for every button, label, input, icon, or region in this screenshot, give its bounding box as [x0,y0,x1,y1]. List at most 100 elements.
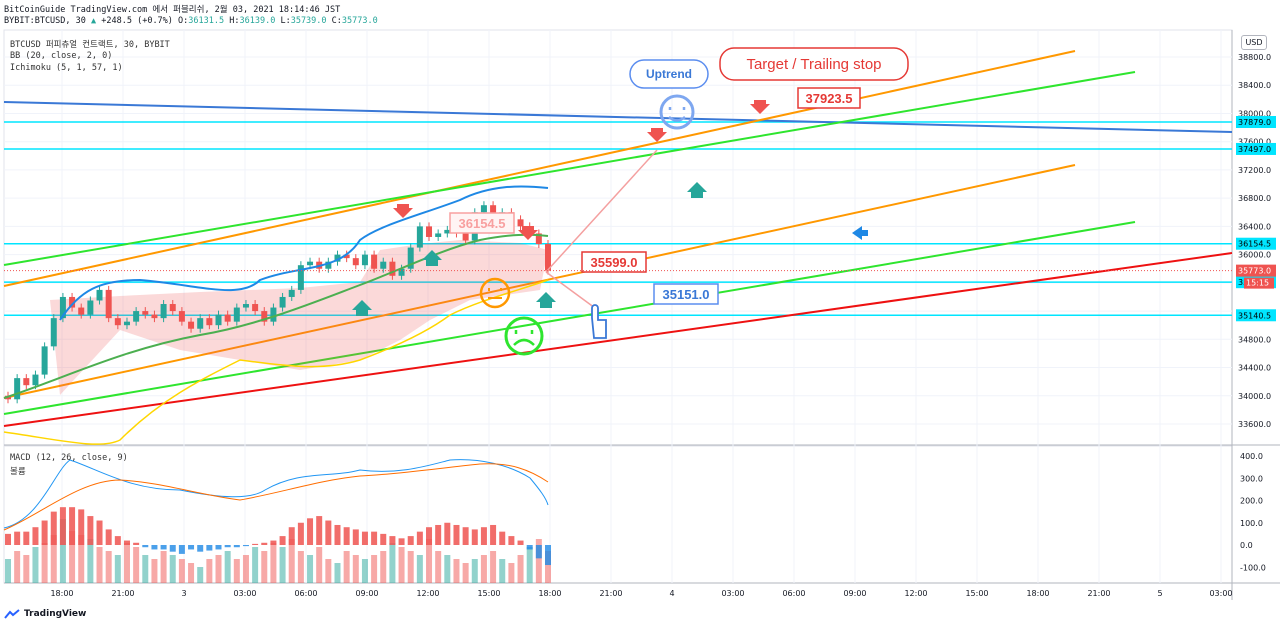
macd-histogram-bar [435,524,442,545]
volume-bar [96,547,103,583]
candle-body [188,321,195,329]
time-tick-label: 21:00 [599,589,622,598]
price-tick-label: 36400.0 [1238,222,1271,231]
candle-body [197,318,204,329]
macd-histogram-bar [169,545,176,552]
candle-body [545,244,551,271]
price-tick-label: 36800.0 [1238,194,1271,203]
macd-histogram-bar [361,531,368,545]
volume-bar [499,559,506,583]
candle-body [23,378,30,386]
macd-histogram-bar [490,524,497,545]
countdown-label: 15:15 [1246,279,1269,288]
time-tick-label: 18:00 [1026,589,1049,598]
time-tick-label: 21:00 [1087,589,1110,598]
candle-body [490,205,497,216]
macd-histogram-bar [41,520,48,545]
indicator-volume[interactable]: 볼륨 [10,467,26,477]
sad-face-features [513,330,535,346]
volume-bar [380,551,387,583]
macd-histogram-bar [343,527,350,545]
time-tick-label: 3 [181,589,186,598]
level-price-label: 37497.0 [1238,145,1271,154]
happy-face-features [668,107,686,122]
neutral-face-features [488,288,502,299]
macd-histogram-bar [215,545,222,550]
macd-histogram-bar [288,527,295,545]
uptrend-label: Uptrend [646,67,692,81]
macd-histogram-bar [178,545,185,554]
volume-bar [435,551,442,583]
publish-line: BitCoinGuide TradingView.com 에서 퍼블리쉬, 2월… [4,5,341,15]
uptrend-bubble [629,59,709,89]
indicator-title[interactable]: BTCUSD 퍼피츄얼 컨트랙트, 30, BYBIT [10,40,170,50]
macd-histogram-bar [499,531,506,545]
down-arrow-icon [518,226,538,240]
indicator-macd[interactable]: MACD (12, 26, close, 9) [10,453,128,463]
candle-body [160,304,167,319]
candle-body [215,314,222,326]
bb-upper-line [59,185,549,321]
volume-bar [151,559,158,583]
candle-body [462,233,469,241]
candle-body [105,289,112,319]
tradingview-logo[interactable]: TradingView [4,609,86,619]
up-arrow-icon [422,250,442,266]
candle-body [279,296,286,308]
level-price-tag [1236,237,1276,250]
candle-body [398,268,405,276]
volume-bar [307,555,314,583]
low-value: 35739.0 [290,16,327,26]
candle-body [50,318,57,347]
macd-histogram-bar [398,538,405,545]
candle-body [270,307,277,322]
candle-body [224,314,231,322]
macd-histogram-bar [517,540,524,545]
volume-bar [371,555,378,583]
volume-bar [517,555,524,583]
macd-tick-label: 200.0 [1240,497,1263,506]
macd-histogram-bar [545,545,551,566]
macd-histogram-bar [96,520,103,545]
candle-body [389,261,396,276]
orange-channel-lower [3,164,1076,399]
time-tick-label: 12:00 [904,589,927,598]
volume-bar [270,543,277,583]
indicator-bb[interactable]: BB (20, close, 2, 0) [10,51,113,61]
volume-bar [261,551,268,583]
indicator-ichimoku[interactable]: Ichimoku (5, 1, 57, 1) [10,63,123,73]
candle-body [435,233,442,237]
volume-bar [316,547,323,583]
candle-body [352,258,359,266]
macd-histogram-bar [142,545,149,548]
macd-histogram-bar [123,540,130,545]
ichimoku-lagging-line [3,279,549,445]
candle-body [444,229,451,234]
macd-histogram-bar [14,531,21,545]
time-tick-label: 06:00 [782,589,805,598]
candle-body [416,226,423,248]
level-price-tag [1236,309,1276,322]
time-tick-label: 03:00 [721,589,744,598]
projection-line [545,149,658,309]
signal-line [3,463,549,531]
price-callout-35599: 35599.0 [591,255,638,270]
currency-button[interactable]: USD [1241,35,1267,50]
level-price-label: 36154.5 [1238,240,1271,249]
candle-body [261,311,268,322]
ichimoku-cloud [50,240,548,395]
l-label: L: [280,16,291,26]
price-tick-label: 36000.0 [1238,251,1271,260]
volume-bar [535,539,542,583]
down-arrow-icon [750,100,770,114]
time-tick-label: 5 [1157,589,1162,598]
macd-histogram-bar [316,516,323,545]
price-callout-35151: 35151.0 [663,287,710,302]
macd-pane [3,445,1233,584]
candle-body [380,261,387,269]
candle-body [133,311,140,322]
candle-body [288,289,295,297]
volume-bar [188,563,195,583]
macd-histogram-bar [252,543,259,545]
